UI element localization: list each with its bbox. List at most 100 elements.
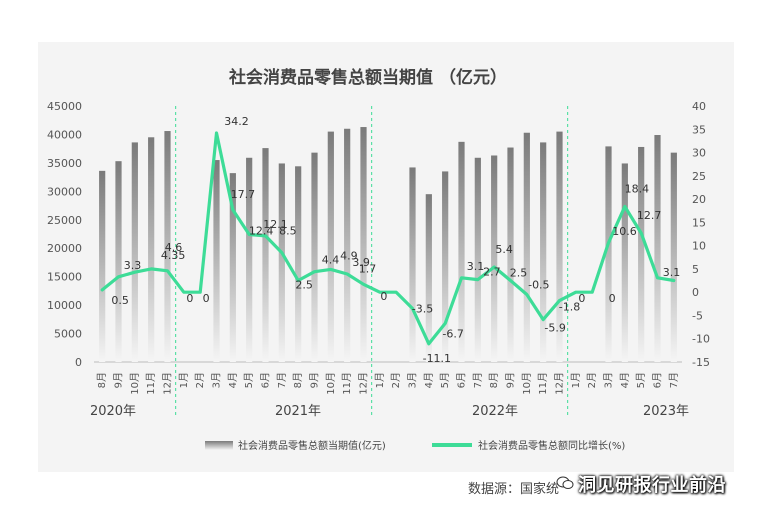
line-data-label: 18.4 xyxy=(625,183,650,196)
x-tick-label: 3月 xyxy=(603,372,615,388)
bar xyxy=(327,131,334,362)
line-data-label: 8.5 xyxy=(279,225,297,238)
line-data-label: 2.5 xyxy=(295,279,313,292)
x-tick-label: 4月 xyxy=(619,372,631,388)
line-data-label: -3.5 xyxy=(412,302,433,315)
x-tick-label: 4月 xyxy=(423,372,435,388)
line-data-label: 34.2 xyxy=(224,115,249,128)
x-tick-label: 6月 xyxy=(456,372,468,388)
year-label: 2020年 xyxy=(90,404,136,419)
line-data-label: 1.7 xyxy=(359,262,377,275)
y-left-tick-label: 25000 xyxy=(47,214,82,227)
source-text: 数据源：国家统 xyxy=(468,482,560,497)
line-data-label: 3.1 xyxy=(467,260,485,273)
y-left-tick-label: 35000 xyxy=(47,157,82,170)
line-data-label: 0 xyxy=(380,290,387,303)
bar xyxy=(670,152,677,362)
x-tick-label: 8月 xyxy=(488,372,500,388)
x-tick-label: 11月 xyxy=(537,372,549,395)
line-data-label: 0 xyxy=(609,292,616,305)
year-label: 2022年 xyxy=(472,404,518,419)
y-right-tick-label: 0 xyxy=(692,286,699,299)
bar xyxy=(507,147,514,362)
bar xyxy=(213,160,220,362)
y-left-tick-label: 30000 xyxy=(47,185,82,198)
y-right-tick-label: -10 xyxy=(692,333,710,346)
x-tick-label: 5月 xyxy=(635,372,647,388)
x-tick-label: 10月 xyxy=(521,372,533,395)
bar xyxy=(295,166,302,362)
y-left-tick-label: 45000 xyxy=(47,100,82,113)
y-right-tick-label: -15 xyxy=(692,356,710,369)
bar xyxy=(556,131,563,362)
bar xyxy=(360,127,367,362)
line-data-label: 0.5 xyxy=(111,294,129,307)
line-data-label: -5.9 xyxy=(544,322,565,335)
x-tick-label: 2月 xyxy=(390,372,402,388)
line-data-label: 3.3 xyxy=(124,259,142,272)
chart-title: 社会消费品零售总额当期值 （亿元） xyxy=(228,67,507,88)
bar xyxy=(409,167,416,362)
x-tick-label: 5月 xyxy=(243,372,255,388)
bar xyxy=(474,157,481,362)
x-tick-label: 11月 xyxy=(145,372,157,395)
line-data-label: 5.4 xyxy=(495,243,513,256)
line-data-label: 4.6 xyxy=(165,241,183,254)
line-data-label: -1.8 xyxy=(559,301,580,314)
x-tick-label: 4月 xyxy=(227,372,239,388)
x-tick-label: 9月 xyxy=(113,372,125,388)
line-data-label: 3.9 xyxy=(352,256,370,269)
y-left-tick-label: 5000 xyxy=(54,328,82,341)
line-data-label: 12.1 xyxy=(263,218,288,231)
bar xyxy=(131,142,138,362)
x-tick-label: 10月 xyxy=(325,372,337,395)
growth-series-line xyxy=(100,131,676,346)
line-data-label: 4.4 xyxy=(322,254,340,267)
line-data-label: 2.7 xyxy=(483,266,501,279)
bar xyxy=(164,131,171,362)
x-tick-label: 11月 xyxy=(341,372,353,395)
line-data-label: 4.35 xyxy=(161,249,186,262)
x-tick-label: 7月 xyxy=(668,372,680,388)
line-data-label: 12.7 xyxy=(637,209,662,222)
year-label: 2023年 xyxy=(643,404,689,419)
line-data-label: 2.5 xyxy=(510,267,528,280)
x-tick-label: 5月 xyxy=(439,372,451,388)
y-left-tick-label: 40000 xyxy=(47,128,82,141)
y-left-tick-label: 15000 xyxy=(47,271,82,284)
x-tick-label: 9月 xyxy=(505,372,517,388)
x-tick-label: 12月 xyxy=(162,372,174,395)
line-data-label: -11.1 xyxy=(423,352,451,365)
x-tick-label: 2月 xyxy=(194,372,206,388)
line-data-label: -0.5 xyxy=(528,279,549,292)
legend-line-label: 社会消费品零售总额同比增长(%) xyxy=(478,439,625,452)
x-tick-label: 12月 xyxy=(554,372,566,395)
x-tick-label: 1月 xyxy=(374,372,386,388)
x-tick-label: 1月 xyxy=(570,372,582,388)
bar xyxy=(491,155,498,362)
bar xyxy=(425,194,432,362)
bar xyxy=(458,141,465,362)
x-tick-label: 6月 xyxy=(652,372,664,388)
line-data-label: 4.9 xyxy=(340,249,358,262)
x-tick-label: 10月 xyxy=(129,372,141,395)
line-data-label: 10.6 xyxy=(612,225,637,238)
bar xyxy=(523,132,530,362)
bar xyxy=(442,171,449,362)
legend-bar-label: 社会消费品零售总额当期值(亿元) xyxy=(238,439,386,452)
bar xyxy=(115,161,122,362)
line-data-label: 0 xyxy=(578,292,585,305)
bar xyxy=(262,148,269,362)
y-left-tick-label: 0 xyxy=(75,356,82,369)
y-left-tick-label: 10000 xyxy=(47,299,82,312)
year-label: 2021年 xyxy=(275,404,321,419)
y-right-tick-label: 15 xyxy=(692,216,706,229)
bar xyxy=(148,137,155,362)
bar xyxy=(311,152,318,362)
bar xyxy=(540,142,547,362)
y-right-tick-label: 35 xyxy=(692,123,706,136)
x-tick-label: 7月 xyxy=(276,372,288,388)
x-tick-label: 12月 xyxy=(358,372,370,395)
line-data-label: 3.1 xyxy=(663,266,681,279)
